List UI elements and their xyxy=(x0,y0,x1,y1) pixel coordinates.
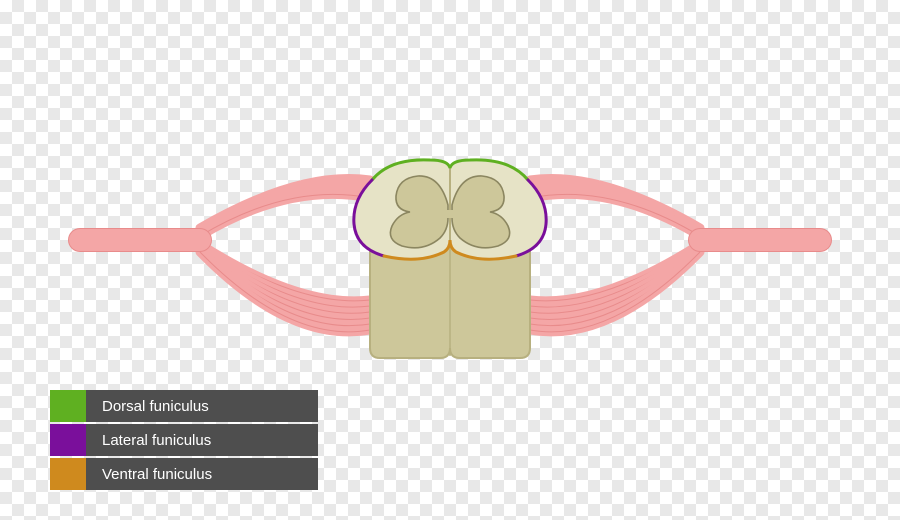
legend-swatch-lateral xyxy=(50,424,86,456)
legend-label: Lateral funiculus xyxy=(86,424,318,456)
legend: Dorsal funiculusLateral funiculusVentral… xyxy=(50,390,318,490)
legend-swatch-dorsal xyxy=(50,390,86,422)
legend-row: Lateral funiculus xyxy=(50,424,318,456)
diagram-canvas: Dorsal funiculusLateral funiculusVentral… xyxy=(0,0,900,520)
legend-label: Ventral funiculus xyxy=(86,458,318,490)
left-nerve-bundle xyxy=(80,179,370,332)
legend-row: Ventral funiculus xyxy=(50,458,318,490)
legend-row: Dorsal funiculus xyxy=(50,390,318,422)
legend-swatch-ventral xyxy=(50,458,86,490)
legend-label: Dorsal funiculus xyxy=(86,390,318,422)
right-nerve-bundle xyxy=(530,179,820,332)
